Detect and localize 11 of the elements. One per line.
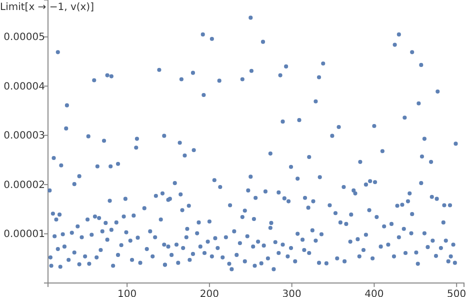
- y-tick-label: 0.00004: [4, 81, 45, 92]
- x-tick-label: 500: [447, 289, 466, 297]
- x-tick-label: 400: [364, 289, 384, 297]
- y-tick-label: 0.00002: [4, 180, 45, 191]
- y-tick-label: 0.00003: [4, 130, 45, 142]
- x-tick-label: 300: [282, 289, 302, 297]
- y-axis-title: Limit[x → −1, v(x)]: [0, 2, 94, 13]
- x-tick-label: 200: [200, 289, 220, 297]
- x-tick-label: 100: [118, 289, 137, 297]
- y-tick-label: 0.00001: [4, 228, 45, 240]
- y-tick-label: 0.00005: [4, 32, 45, 44]
